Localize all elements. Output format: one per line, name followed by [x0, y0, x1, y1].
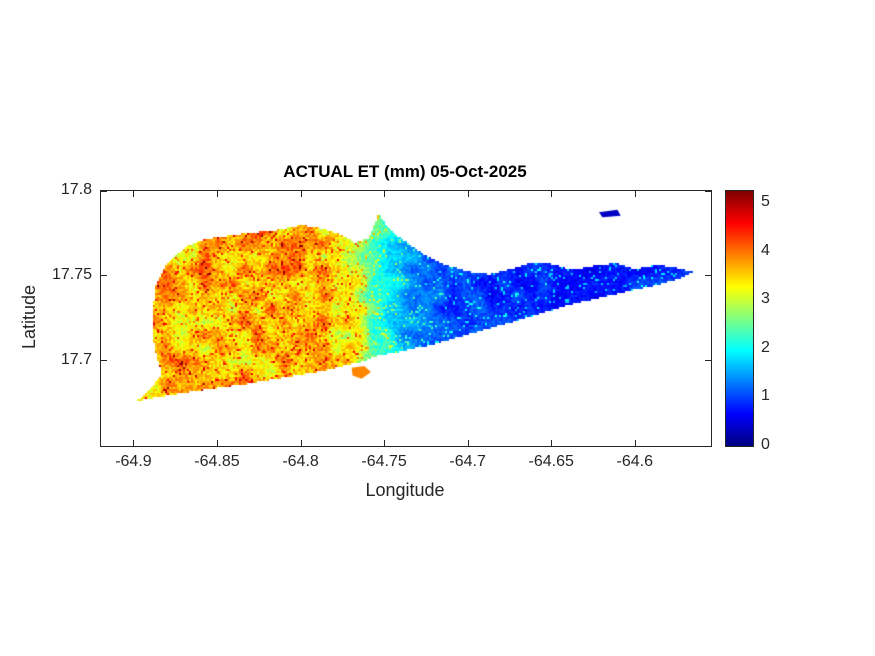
colorbar-tick-label: 3	[761, 290, 770, 308]
heatmap-canvas	[101, 191, 711, 446]
y-tick-label: 17.8	[60, 181, 92, 198]
x-tick-label: -64.8	[282, 453, 319, 470]
y-tick-mark	[101, 191, 107, 192]
x-tick-mark	[217, 440, 218, 446]
x-tick-mark-top	[217, 191, 218, 197]
x-tick-mark	[551, 440, 552, 446]
colorbar	[725, 190, 754, 447]
y-tick-mark	[101, 360, 107, 361]
x-tick-label: -64.65	[528, 453, 574, 470]
x-tick-mark	[301, 440, 302, 446]
x-tick-mark	[468, 440, 469, 446]
y-tick-mark-right	[705, 360, 711, 361]
x-tick-mark-top	[133, 191, 134, 197]
y-tick-label: 17.75	[51, 266, 92, 283]
y-tick-mark-right	[705, 275, 711, 276]
x-tick-label: -64.75	[361, 453, 407, 470]
x-tick-mark-top	[301, 191, 302, 197]
x-tick-mark	[384, 440, 385, 446]
y-tick-mark	[101, 275, 107, 276]
colorbar-tick-label: 0	[761, 436, 770, 453]
colorbar-canvas	[726, 191, 753, 446]
x-tick-mark-top	[468, 191, 469, 197]
x-tick-label: -64.7	[449, 453, 486, 470]
x-tick-label: -64.9	[115, 453, 152, 470]
x-tick-mark	[635, 440, 636, 446]
x-axis-label: Longitude	[365, 480, 445, 500]
colorbar-tick-label: 2	[761, 338, 770, 356]
y-tick-mark-right	[705, 191, 711, 192]
x-tick-label: -64.85	[194, 453, 240, 470]
plot-area	[100, 190, 712, 447]
y-tick-label: 17.7	[60, 351, 92, 368]
x-tick-mark-top	[384, 191, 385, 197]
x-tick-mark-top	[635, 191, 636, 197]
colorbar-tick-label: 5	[761, 193, 770, 211]
x-tick-mark	[133, 440, 134, 446]
chart-title: ACTUAL ET (mm) 05-Oct-2025	[283, 162, 527, 181]
colorbar-tick-label: 4	[761, 241, 770, 259]
x-tick-label: -64.6	[616, 453, 654, 470]
x-tick-mark-top	[551, 191, 552, 197]
colorbar-tick-label: 1	[761, 387, 770, 405]
